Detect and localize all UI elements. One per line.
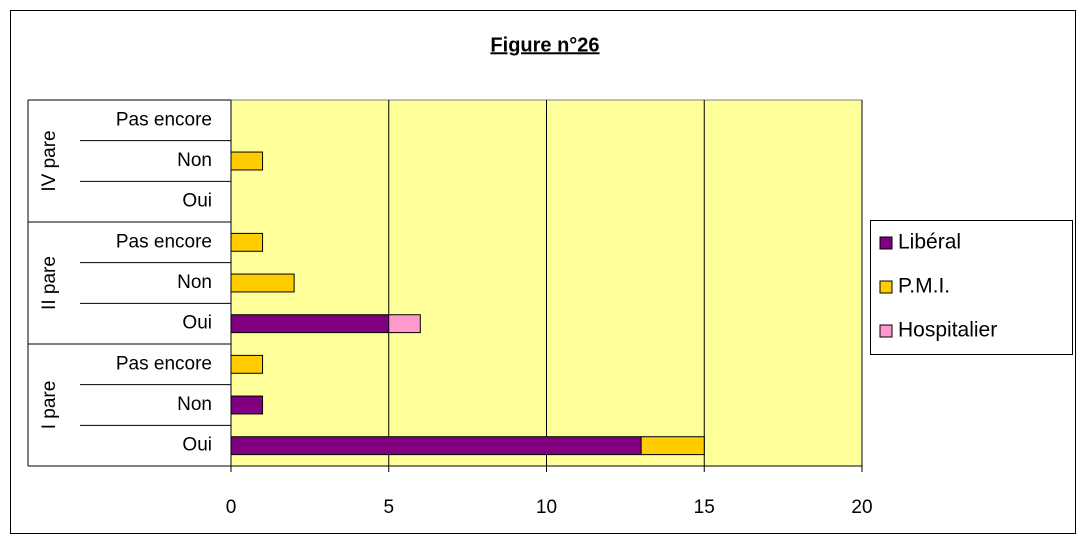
bar	[230, 151, 264, 171]
y-tick-label: Oui	[182, 313, 212, 334]
chart-title: Figure n°26	[490, 34, 599, 56]
y-tick-label: Non	[177, 272, 212, 293]
bar	[230, 354, 264, 374]
legend-label: P.M.I.	[898, 275, 950, 298]
y-tick-label: Non	[177, 394, 212, 415]
x-tick-label: 10	[536, 497, 557, 518]
bar	[388, 314, 421, 334]
y-tick-label: Pas encore	[116, 231, 212, 252]
group-label: IV pare	[39, 130, 60, 191]
x-tick-label: 0	[226, 497, 237, 518]
group-label: I pare	[39, 381, 60, 430]
y-tick-label: Pas encore	[116, 353, 212, 374]
y-tick-label: Non	[177, 150, 212, 171]
bar	[230, 273, 295, 293]
x-tick-label: 5	[383, 497, 394, 518]
legend-swatch	[879, 236, 893, 250]
bar	[230, 314, 390, 334]
legend-swatch	[879, 280, 893, 294]
legend-box	[870, 220, 1073, 355]
legend-swatch	[879, 324, 893, 338]
legend-label: Hospitalier	[898, 319, 997, 342]
x-tick-label: 15	[694, 497, 715, 518]
y-tick-label: Oui	[182, 191, 212, 212]
bar	[230, 436, 642, 456]
bar	[230, 232, 264, 252]
group-label: II pare	[39, 256, 60, 310]
bar	[640, 436, 705, 456]
legend-label: Libéral	[898, 231, 961, 254]
bar	[230, 395, 264, 415]
y-tick-label: Pas encore	[116, 109, 212, 130]
y-tick-label: Oui	[182, 435, 212, 456]
x-tick-label: 20	[851, 497, 872, 518]
